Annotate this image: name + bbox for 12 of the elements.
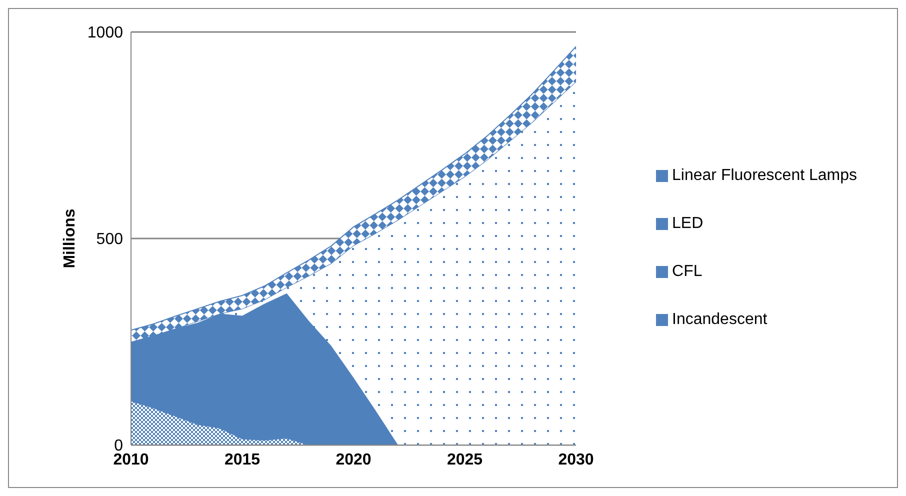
x-tick-label: 2025 [446, 451, 483, 468]
legend-label: LED [672, 215, 704, 232]
y-axis-title: Millions [62, 208, 79, 268]
x-tick-label: 2015 [224, 451, 260, 468]
legend-label: Linear Fluorescent Lamps [672, 167, 857, 184]
x-tick-label: 2020 [336, 451, 372, 468]
x-tick-label: 2010 [113, 451, 149, 468]
y-tick-label: 1000 [87, 24, 124, 42]
y-tick-label: 500 [96, 231, 124, 248]
legend-label: Incandescent [672, 311, 768, 328]
x-tick-label: 2030 [558, 451, 594, 468]
legend-label: CFL [672, 263, 702, 280]
